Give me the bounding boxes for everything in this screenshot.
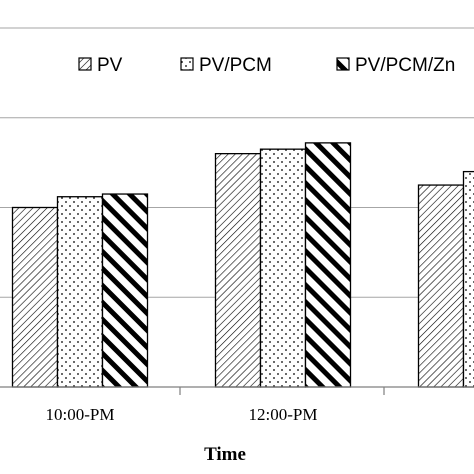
bar-pv-pcm-2	[462, 170, 474, 388]
bar-pv-pcm-zn-1	[304, 142, 352, 388]
legend-swatch-2	[336, 57, 350, 71]
bar-pv-pcm-1	[259, 148, 307, 388]
bar-pv-1	[214, 152, 262, 388]
bar-pv-pcm-zn-0	[101, 193, 149, 388]
bars	[11, 142, 474, 388]
x-tick-label-1: 12:00-PM	[249, 405, 318, 424]
legend-swatch-1	[180, 57, 194, 71]
legend-label-1: PV/PCM	[199, 55, 272, 76]
legend-swatch-0	[78, 57, 92, 71]
legend: PV PV/PCM PV/PCM/Zn	[78, 55, 455, 76]
legend-label-0: PV	[97, 55, 123, 76]
bar-pv-0	[11, 206, 59, 388]
bar-pv-pcm-0	[56, 196, 104, 388]
x-axis-title: Time	[204, 444, 246, 465]
x-tick-label-0: 10:00-PM	[46, 405, 115, 424]
bar-pv-2	[417, 184, 465, 388]
legend-label-2: PV/PCM/Zn	[355, 55, 455, 76]
